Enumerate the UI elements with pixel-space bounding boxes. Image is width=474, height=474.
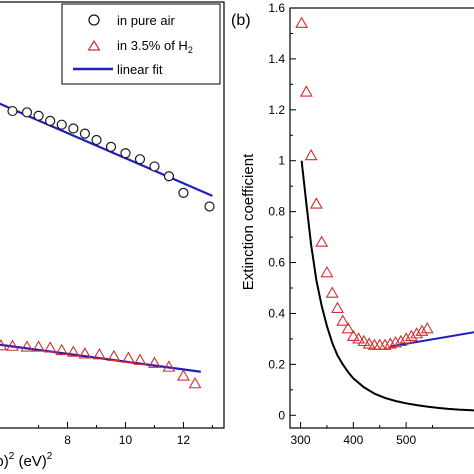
extinction-point [378, 338, 392, 350]
h2-point [78, 347, 92, 359]
panel-b-y-tick-label: 0.8 [268, 205, 285, 219]
extinction-point [315, 235, 329, 247]
panel-b-y-ticks: 0 0.2 0.4 0.6 0.8 1 1.2 1.4 1.6 [268, 1, 296, 422]
extinction-point [299, 85, 313, 97]
panel-b-y-tick-label: 1 [278, 154, 285, 168]
legend-label-pure-air: in pure air [117, 13, 175, 28]
extinction-point [357, 334, 371, 347]
panel-b-markers [295, 16, 434, 350]
pure-air-point [134, 154, 146, 165]
linear-fit-line [0, 102, 213, 197]
panel-b-y-tick-label: 1.6 [268, 1, 285, 15]
panel-b-x-tick-label: 300 [291, 433, 311, 447]
extinction-point [399, 332, 413, 344]
extinction-point [410, 327, 424, 339]
pure-air-point [91, 134, 102, 146]
h2-point [66, 345, 80, 357]
h2-point [6, 339, 19, 351]
panel-a-x-ticks: 8 10 12 [38, 422, 213, 447]
legend: in pure air in 3.5% of H2 linear fit [61, 3, 221, 85]
pure-air-point [120, 148, 131, 159]
extinction-point [295, 16, 309, 28]
panel-b-frame [289, 7, 474, 429]
panel-b-x-tick-label: 400 [343, 433, 363, 447]
extinction-point [404, 329, 418, 341]
h2-point [176, 369, 190, 381]
legend-triangle-marker [87, 39, 101, 51]
extinction-point [352, 332, 366, 344]
extinction-point [304, 148, 318, 161]
pure-air-point [7, 105, 18, 117]
extinction-point [341, 322, 355, 334]
panel-b-y-tick-label: 0.2 [268, 357, 285, 371]
extinction-point [309, 197, 323, 209]
pure-air-point [163, 171, 175, 182]
pure-air-point [204, 201, 215, 212]
extinction-point [320, 266, 334, 278]
h2-point [121, 351, 135, 363]
legend-label-fit: linear fit [117, 62, 163, 77]
panel-b-x-ticks: 300 400 500 [291, 422, 433, 447]
extinction-point [325, 286, 339, 298]
pure-air-point [33, 110, 44, 121]
h2-point [148, 356, 161, 368]
panel-b-y-tick-label: 1.4 [268, 52, 285, 66]
panel-b-y-tick-label: 1.2 [268, 103, 285, 117]
extinction-point [331, 301, 344, 313]
pure-air-point [178, 187, 189, 198]
pure-air-point [56, 119, 67, 130]
panel-b-y-tick-label: 0.4 [268, 306, 285, 320]
legend-box [61, 3, 221, 85]
h2-point [55, 343, 69, 356]
panel-b-y-axis-title: Extinction coefficient [240, 153, 257, 290]
extinction-point [346, 329, 360, 341]
panel-a-markers [0, 105, 215, 389]
panel-a-x-tick-label: 12 [177, 433, 191, 447]
extinction-point [394, 334, 408, 347]
panel-a-x-tick-label: 10 [119, 433, 133, 447]
panel-a-x-tick-label: 8 [64, 433, 71, 447]
h2-point [0, 339, 8, 351]
extinction-curve [300, 160, 474, 412]
h2-point [133, 353, 147, 365]
extinction-point [415, 324, 429, 336]
h2-point [20, 340, 34, 352]
extinction-point [383, 337, 397, 349]
h2-point [162, 360, 176, 372]
pure-air-point [45, 115, 56, 126]
panel-a: 8 10 12 in pure air in 3.5% of H2 linear f… [0, 1, 225, 470]
h2-point [32, 340, 46, 352]
h2-point [43, 341, 57, 353]
pure-air-point [149, 161, 160, 172]
panel-b-x-tick-label: 500 [396, 433, 416, 447]
h2-point [107, 349, 121, 362]
panel-b-y-tick-label: 0 [278, 408, 285, 422]
legend-circle-marker [88, 14, 100, 26]
legend-label-h2: in 3.5% of H2 [117, 38, 193, 55]
h2-point [188, 377, 202, 389]
panel-b-y-tick-label: 0.6 [268, 256, 285, 270]
extinction-point [389, 336, 403, 348]
pure-air-point [68, 123, 79, 134]
panel-b-label: (b) [231, 12, 251, 29]
pure-air-point [79, 128, 91, 139]
panel-b: (b) 0 0.2 0.4 0.6 0.8 1 1.2 1.4 1.6 300 400 500 Ex… [231, 1, 474, 447]
pure-air-point [21, 107, 33, 118]
panel-a-frame [0, 1, 225, 429]
extinction-point [420, 322, 434, 334]
panel-a-x-axis-title: ω)2 (eV)2 [0, 451, 53, 470]
extinction-point [336, 314, 350, 326]
h2-point [92, 348, 106, 360]
pure-air-point [105, 141, 117, 152]
